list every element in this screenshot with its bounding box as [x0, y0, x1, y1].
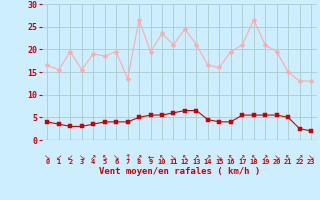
Text: ↖: ↖	[228, 153, 234, 162]
Text: ↙: ↙	[67, 153, 74, 162]
Text: ↘: ↘	[113, 153, 119, 162]
Text: ↑: ↑	[124, 153, 131, 162]
Text: ↘: ↘	[308, 153, 314, 162]
Text: ↖: ↖	[285, 153, 291, 162]
Text: ↖: ↖	[159, 153, 165, 162]
Text: ↗: ↗	[193, 153, 200, 162]
Text: ↘: ↘	[44, 153, 51, 162]
Text: ↖: ↖	[251, 153, 257, 162]
Text: ↗: ↗	[205, 153, 211, 162]
Text: ↗: ↗	[90, 153, 96, 162]
Text: ↘: ↘	[78, 153, 85, 162]
Text: ↗: ↗	[296, 153, 303, 162]
Text: ↘: ↘	[274, 153, 280, 162]
Text: ↘: ↘	[216, 153, 222, 162]
Text: ↗: ↗	[239, 153, 245, 162]
Text: ↘: ↘	[170, 153, 177, 162]
Text: ↗: ↗	[136, 153, 142, 162]
Text: ↖: ↖	[101, 153, 108, 162]
Text: ←: ←	[147, 153, 154, 162]
Text: ↙: ↙	[56, 153, 62, 162]
X-axis label: Vent moyen/en rafales ( km/h ): Vent moyen/en rafales ( km/h )	[99, 167, 260, 176]
Text: ↖: ↖	[182, 153, 188, 162]
Text: ↗: ↗	[262, 153, 268, 162]
